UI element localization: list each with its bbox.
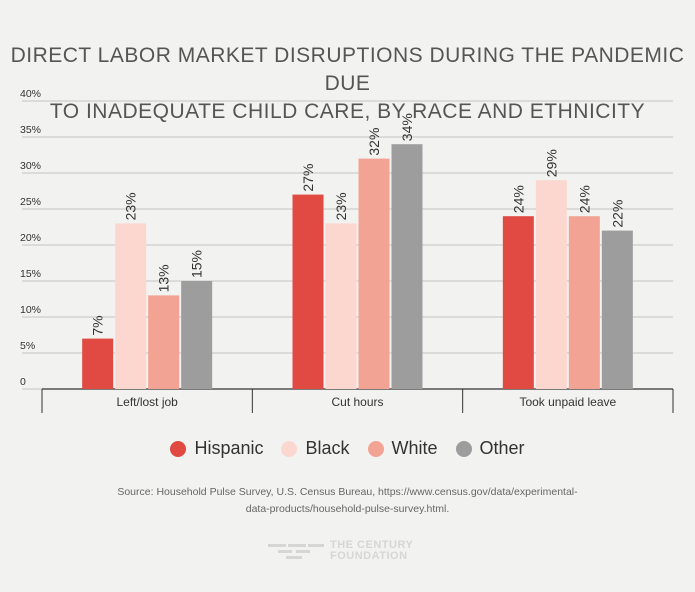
legend-item-other: Other (455, 438, 525, 459)
bar-chart: 0 5% 10% 15% 20% 25% 30% 35% 40% Left/lost job 7% 2… (20, 88, 674, 413)
data-label-left-lost-job-hispanic: 7% (90, 315, 106, 335)
chart-title-line-2: TO INADEQUATE CHILD CARE, BY RACE AND ET… (49, 100, 646, 123)
legend-swatch-hispanic (170, 440, 187, 457)
legend-label-hispanic: Hispanic (194, 438, 264, 458)
y-tick-label-40: 40% (20, 88, 41, 100)
legend-label-white: White (391, 438, 438, 458)
source-line-1: Source: Household Pulse Survey, U.S. Cen… (117, 486, 578, 498)
data-label-left-lost-job-other: 15% (189, 250, 205, 278)
bar-left-lost-job-hispanic (82, 338, 114, 389)
y-tick-label-10: 10% (20, 304, 41, 316)
bar-cut-hours-black (325, 223, 357, 389)
legend-item-white: White (367, 438, 438, 459)
logo-line-2: FOUNDATION (330, 550, 408, 562)
data-label-took-unpaid-leave-hispanic: 24% (510, 185, 526, 213)
source-line-2: data-products/household-pulse-survey.htm… (245, 503, 450, 515)
data-label-left-lost-job-white: 13% (156, 264, 172, 292)
x-tick-label-took-unpaid-leave: Took unpaid leave (519, 395, 616, 409)
logo-line-1: THE CENTURY (330, 539, 414, 551)
y-tick-label-5: 5% (20, 340, 35, 352)
legend-item-hispanic: Hispanic (170, 438, 263, 459)
y-tick-label-20: 20% (20, 232, 41, 244)
legend-label-other: Other (479, 438, 525, 458)
bar-left-lost-job-white (148, 295, 180, 389)
y-tick-label-0: 0 (20, 376, 26, 388)
y-tick-label-15: 15% (20, 268, 41, 280)
source-note: Source: Household Pulse Survey, U.S. Cen… (90, 484, 605, 518)
legend-swatch-white (367, 440, 384, 457)
bar-took-unpaid-leave-black (535, 180, 567, 389)
bar-cut-hours-hispanic (292, 194, 324, 389)
y-tick-label-30: 30% (20, 160, 41, 172)
x-tick-label-left-lost-job: Left/lost job (116, 395, 178, 409)
legend-item-black: Black (281, 438, 350, 459)
data-label-cut-hours-black: 23% (333, 192, 349, 220)
bar-cut-hours-white (358, 158, 390, 389)
data-label-cut-hours-other: 34% (399, 113, 415, 141)
y-tick-label-25: 25% (20, 196, 41, 208)
y-tick-label-35: 35% (20, 124, 41, 136)
x-tick-label-cut-hours: Cut hours (331, 395, 383, 409)
legend-swatch-black (281, 440, 298, 457)
legend: Hispanic Black White Other (0, 438, 695, 459)
data-label-left-lost-job-black: 23% (123, 192, 139, 220)
bar-left-lost-job-other (181, 281, 213, 389)
data-label-cut-hours-white: 32% (366, 128, 382, 156)
bar-took-unpaid-leave-hispanic (502, 216, 534, 389)
logo-mark-icon (268, 544, 324, 559)
bar-took-unpaid-leave-white (568, 216, 600, 389)
data-label-took-unpaid-leave-white: 24% (576, 185, 592, 213)
legend-label-black: Black (305, 438, 350, 458)
data-label-took-unpaid-leave-black: 29% (543, 149, 559, 177)
chart-title: DIRECT LABOR MARKET DISRUPTIONS DURING T… (0, 42, 695, 126)
chart-title-line-1: DIRECT LABOR MARKET DISRUPTIONS DURING T… (10, 44, 685, 95)
bar-cut-hours-other (391, 144, 423, 389)
bar-took-unpaid-leave-other (601, 230, 633, 389)
data-label-took-unpaid-leave-other: 22% (609, 200, 625, 228)
century-foundation-logo: THE CENTURY FOUNDATION (268, 540, 413, 562)
legend-swatch-other (455, 440, 472, 457)
data-label-cut-hours-hispanic: 27% (300, 164, 316, 192)
logo-wordmark: THE CENTURY FOUNDATION (330, 540, 413, 562)
bar-left-lost-job-black (115, 223, 147, 389)
